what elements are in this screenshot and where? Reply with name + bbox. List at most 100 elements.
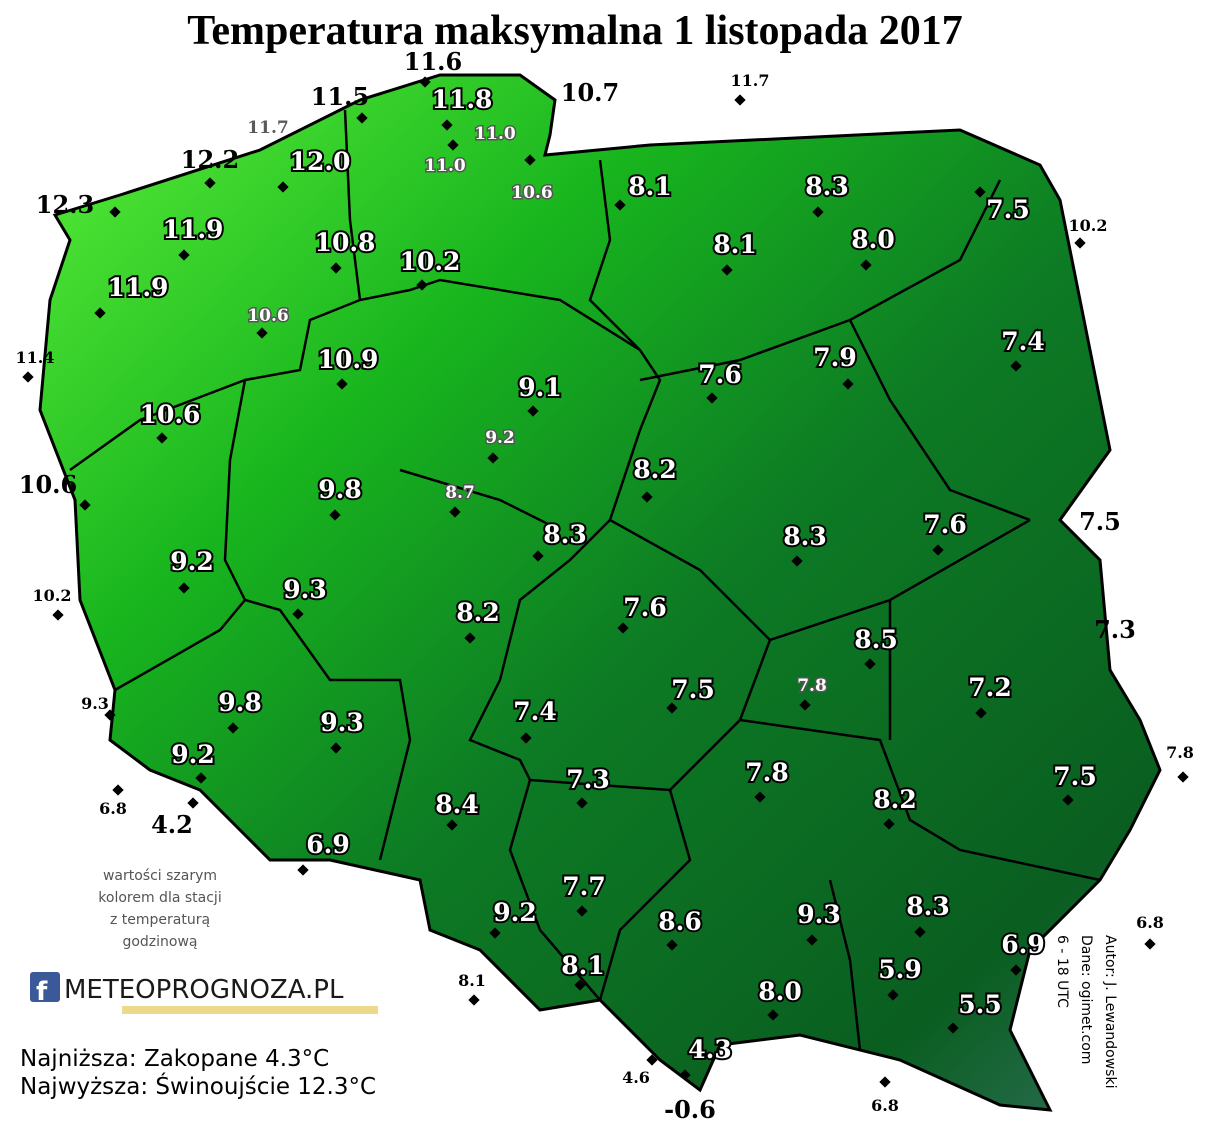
station-value: 7.6 [923, 510, 967, 539]
station-dot [646, 1054, 658, 1066]
station-dot [227, 722, 239, 734]
note-line: godzinową [122, 934, 197, 950]
station-dot [277, 181, 289, 193]
station-value: 11.0 [474, 124, 516, 144]
station-dot [487, 452, 499, 464]
station-value: 10.6 [247, 306, 288, 326]
station-dot [112, 784, 124, 796]
station-value: 8.2 [873, 785, 917, 814]
station-value: 11.5 [311, 82, 369, 111]
station-value: 7.4 [513, 697, 557, 726]
station-value: 6.8 [871, 1096, 899, 1115]
station-value: 9.8 [318, 475, 362, 504]
station-dot [806, 934, 818, 946]
station-dot [576, 905, 588, 917]
station-dot [975, 707, 987, 719]
station-value: 8.2 [633, 455, 677, 484]
station-value: 8.1 [628, 172, 672, 201]
station-value: 9.2 [485, 428, 515, 448]
station-value: 8.3 [783, 522, 827, 551]
station-dot [330, 262, 342, 274]
credit: 6 - 18 UTC [1054, 935, 1070, 1008]
credit: Autor: J. Lewandowski [1102, 935, 1118, 1088]
station-dot [524, 154, 536, 166]
station-value: 10.8 [315, 228, 376, 257]
station-dot [666, 939, 678, 951]
logo-text: METEOPROGNOZA.PL [64, 975, 344, 1005]
station-dot [532, 550, 544, 562]
station-value: 12.2 [181, 145, 239, 174]
station-value: 10.7 [561, 78, 619, 107]
station-dot [1010, 964, 1022, 976]
station-value: 10.6 [511, 183, 552, 203]
station-value: 11.9 [108, 273, 169, 302]
station-dot [178, 249, 190, 261]
note: wartości szarym kolorem dla stacji z tempe… [98, 868, 221, 950]
station-value: 7.2 [968, 673, 1012, 702]
credits: Autor: J. Lewandowski Dane: ogimet.com 6 -… [1054, 935, 1118, 1088]
station-dot [754, 791, 766, 803]
station-value: 9.2 [493, 898, 537, 927]
station-value: 10.2 [33, 586, 72, 605]
station-dot [812, 206, 824, 218]
station-dot [178, 582, 190, 594]
station-dot [576, 797, 588, 809]
station-value: 8.5 [854, 625, 898, 654]
station-dot [336, 378, 348, 390]
station-dot [864, 658, 876, 670]
station-value: 8.3 [805, 172, 849, 201]
station-dot [464, 632, 476, 644]
station-dot [468, 994, 480, 1006]
station-value: 10.6 [19, 470, 77, 499]
station-dot [617, 622, 629, 634]
station-value: 7.5 [1053, 762, 1097, 791]
station-value: 6.8 [99, 799, 127, 818]
station-dot [447, 139, 459, 151]
station-value: 7.9 [813, 343, 857, 372]
logo-icon-letter: f [36, 977, 48, 1007]
station-dot [527, 405, 539, 417]
station-dot [614, 199, 626, 211]
station-value: 8.1 [561, 951, 605, 980]
station-dot [156, 432, 168, 444]
title: Temperatura maksymalna 1 listopada 2017 [187, 8, 963, 54]
station-value: 7.7 [562, 872, 606, 901]
station-value: 10.2 [400, 247, 461, 276]
station-dot [799, 699, 811, 711]
station-value: 8.4 [435, 790, 479, 819]
station-dot [574, 979, 586, 991]
station-dot [256, 327, 268, 339]
station-value: 9.2 [170, 547, 214, 576]
station-value: 9.2 [171, 740, 215, 769]
station-value: 8.1 [713, 230, 757, 259]
station-value: 7.6 [698, 360, 742, 389]
station-value: 5.5 [958, 990, 1002, 1019]
station-value: 11.7 [731, 71, 770, 90]
station-value: 10.9 [318, 345, 379, 374]
station-dot [446, 819, 458, 831]
station-dot [204, 177, 216, 189]
logo-icon [30, 972, 60, 1002]
station-value: 11.4 [16, 348, 55, 367]
station-dot [520, 732, 532, 744]
station-dot [195, 772, 207, 784]
station-value: 7.8 [745, 758, 789, 787]
logo: f METEOPROGNOZA.PL [30, 972, 378, 1014]
credit: Dane: ogimet.com [1078, 935, 1094, 1064]
station-value: 9.3 [81, 694, 109, 713]
station-value: 7.6 [623, 593, 667, 622]
station-value: 12.0 [290, 147, 351, 176]
poland-outline [38, 73, 1162, 1112]
stations: 11.6 11.5 10.7 12.2 12.3 10.6 7.5 7.3 4.2 -0.6 11.… [16, 47, 1194, 1124]
station-dot [932, 544, 944, 556]
station-value: 11.7 [247, 118, 288, 138]
station-dot [879, 1076, 891, 1088]
station-dot [1074, 237, 1086, 249]
station-value: 11.9 [163, 215, 224, 244]
station-value: 5.9 [878, 955, 922, 984]
station-dot [883, 818, 895, 830]
station-dot [330, 742, 342, 754]
station-value: 7.4 [1001, 327, 1045, 356]
station-dot [416, 279, 428, 291]
station-dot [1062, 794, 1074, 806]
